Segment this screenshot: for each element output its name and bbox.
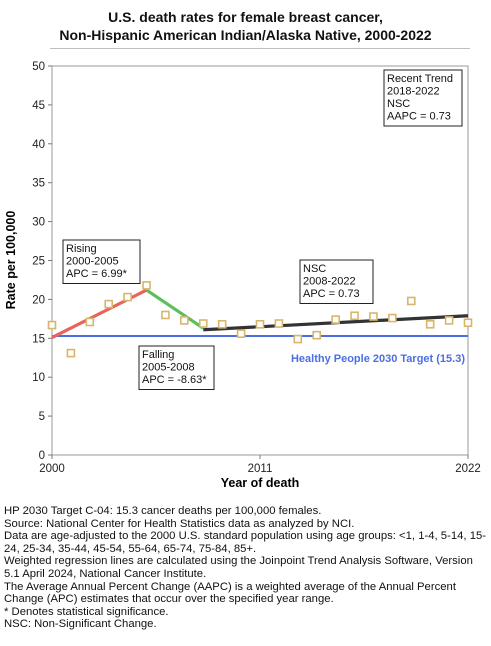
observed-point xyxy=(406,296,416,306)
observed-point xyxy=(85,317,95,327)
footnote-3: Data are age-adjusted to the 2000 U.S. s… xyxy=(4,530,487,555)
observed-point xyxy=(217,319,227,329)
observed-point xyxy=(331,315,340,324)
observed-point xyxy=(161,310,170,320)
observed-point xyxy=(388,313,397,323)
observed-point xyxy=(350,311,359,321)
trend-segment-2 xyxy=(145,288,205,330)
y-tick-label: 25 xyxy=(32,256,45,268)
observed-point xyxy=(255,319,265,329)
y-tick-label: 10 xyxy=(32,372,45,384)
annotation-frame xyxy=(383,69,463,127)
observed-point xyxy=(312,330,322,340)
annotation-line: 2000-2005 xyxy=(66,256,119,268)
observed-point xyxy=(274,319,284,328)
annotation-line: APC = 6.99* xyxy=(66,268,128,280)
title-line-1: U.S. death rates for female breast cance… xyxy=(108,9,383,25)
y-tick-label: 35 xyxy=(32,178,45,190)
observed-point xyxy=(66,348,76,358)
x-tick-label: 2000 xyxy=(39,463,65,475)
annotation-line: NSC xyxy=(387,98,410,110)
annotation-line: NSC xyxy=(303,263,326,275)
trend-segment-1 xyxy=(51,288,148,339)
observed-point xyxy=(369,312,378,321)
observed-point xyxy=(293,334,303,344)
y-tick-label: 20 xyxy=(32,294,45,306)
annotation-frame xyxy=(299,259,374,304)
observed-point xyxy=(463,318,473,328)
y-tick-label: 15 xyxy=(32,333,45,345)
annotation-line: APC = 0.73 xyxy=(303,288,360,300)
target-label: Healthy People 2030 Target (15.3) xyxy=(291,353,465,365)
annotation-line: Recent Trend xyxy=(387,73,453,85)
observed-point xyxy=(104,299,114,309)
trend-lines xyxy=(51,288,469,339)
footnote-5: The Average Annual Percent Change (AAPC)… xyxy=(4,580,456,606)
annotation-line: 2005-2008 xyxy=(142,362,195,374)
annotation-line: AAPC = 0.73 xyxy=(387,111,451,123)
chart-axes: 0 5 10 15 20 25 30 35 40 45 50 2000 2011 2022 xyxy=(32,61,481,475)
annotation-frame xyxy=(62,239,141,284)
y-tick-label: 50 xyxy=(32,61,45,73)
observed-point xyxy=(180,316,189,325)
x-tick-label: 2011 xyxy=(248,463,273,475)
annotation-line: APC = -8.63* xyxy=(142,374,207,386)
y-tick-label: 45 xyxy=(32,100,45,112)
annotation-line: 2008-2022 xyxy=(303,276,356,288)
y-tick-label: 40 xyxy=(32,139,45,151)
footnote-2: Source: National Center for Health Stati… xyxy=(4,517,355,530)
footnote-7: NSC: Non-Significant Change. xyxy=(4,618,157,631)
y-tick-label: 0 xyxy=(39,450,45,462)
observed-point xyxy=(198,319,208,328)
x-axis-label: Year of death xyxy=(221,476,300,490)
trend-chart: 0 5 10 15 20 25 30 35 40 45 50 2000 2011 2022 Healthy… xyxy=(4,61,481,490)
title-divider xyxy=(50,48,470,49)
y-axis-label: Rate per 100,000 xyxy=(4,211,18,310)
footnote-4: Weighted regression lines are calculated… xyxy=(4,555,473,580)
chart-title: U.S. death rates for female breast cance… xyxy=(0,8,491,44)
annotation-line: Falling xyxy=(142,349,174,361)
x-tick-label: 2022 xyxy=(455,463,481,475)
observed-point xyxy=(142,281,151,290)
title-line-2: Non-Hispanic American Indian/Alaska Nati… xyxy=(59,27,432,43)
annotation-line: Rising xyxy=(66,243,97,255)
observed-point xyxy=(47,320,57,330)
observed-point xyxy=(123,292,132,302)
observed-point xyxy=(236,329,246,338)
target-line-group: Healthy People 2030 Target (15.3) xyxy=(52,334,468,365)
observed-point xyxy=(444,316,454,325)
observed-point xyxy=(425,319,435,329)
y-tick-label: 30 xyxy=(32,217,45,229)
annotation-line: 2018-2022 xyxy=(387,86,440,98)
y-tick-label: 5 xyxy=(39,411,45,423)
observed-points xyxy=(47,281,473,358)
footnote-6: * Denotes statistical significance. xyxy=(4,605,169,618)
annotation-frame xyxy=(138,345,215,390)
footnote-1: HP 2030 Target C-04: 15.3 cancer deaths … xyxy=(4,505,322,517)
footnotes: HP 2030 Target C-04: 15.3 cancer deaths … xyxy=(4,505,488,631)
